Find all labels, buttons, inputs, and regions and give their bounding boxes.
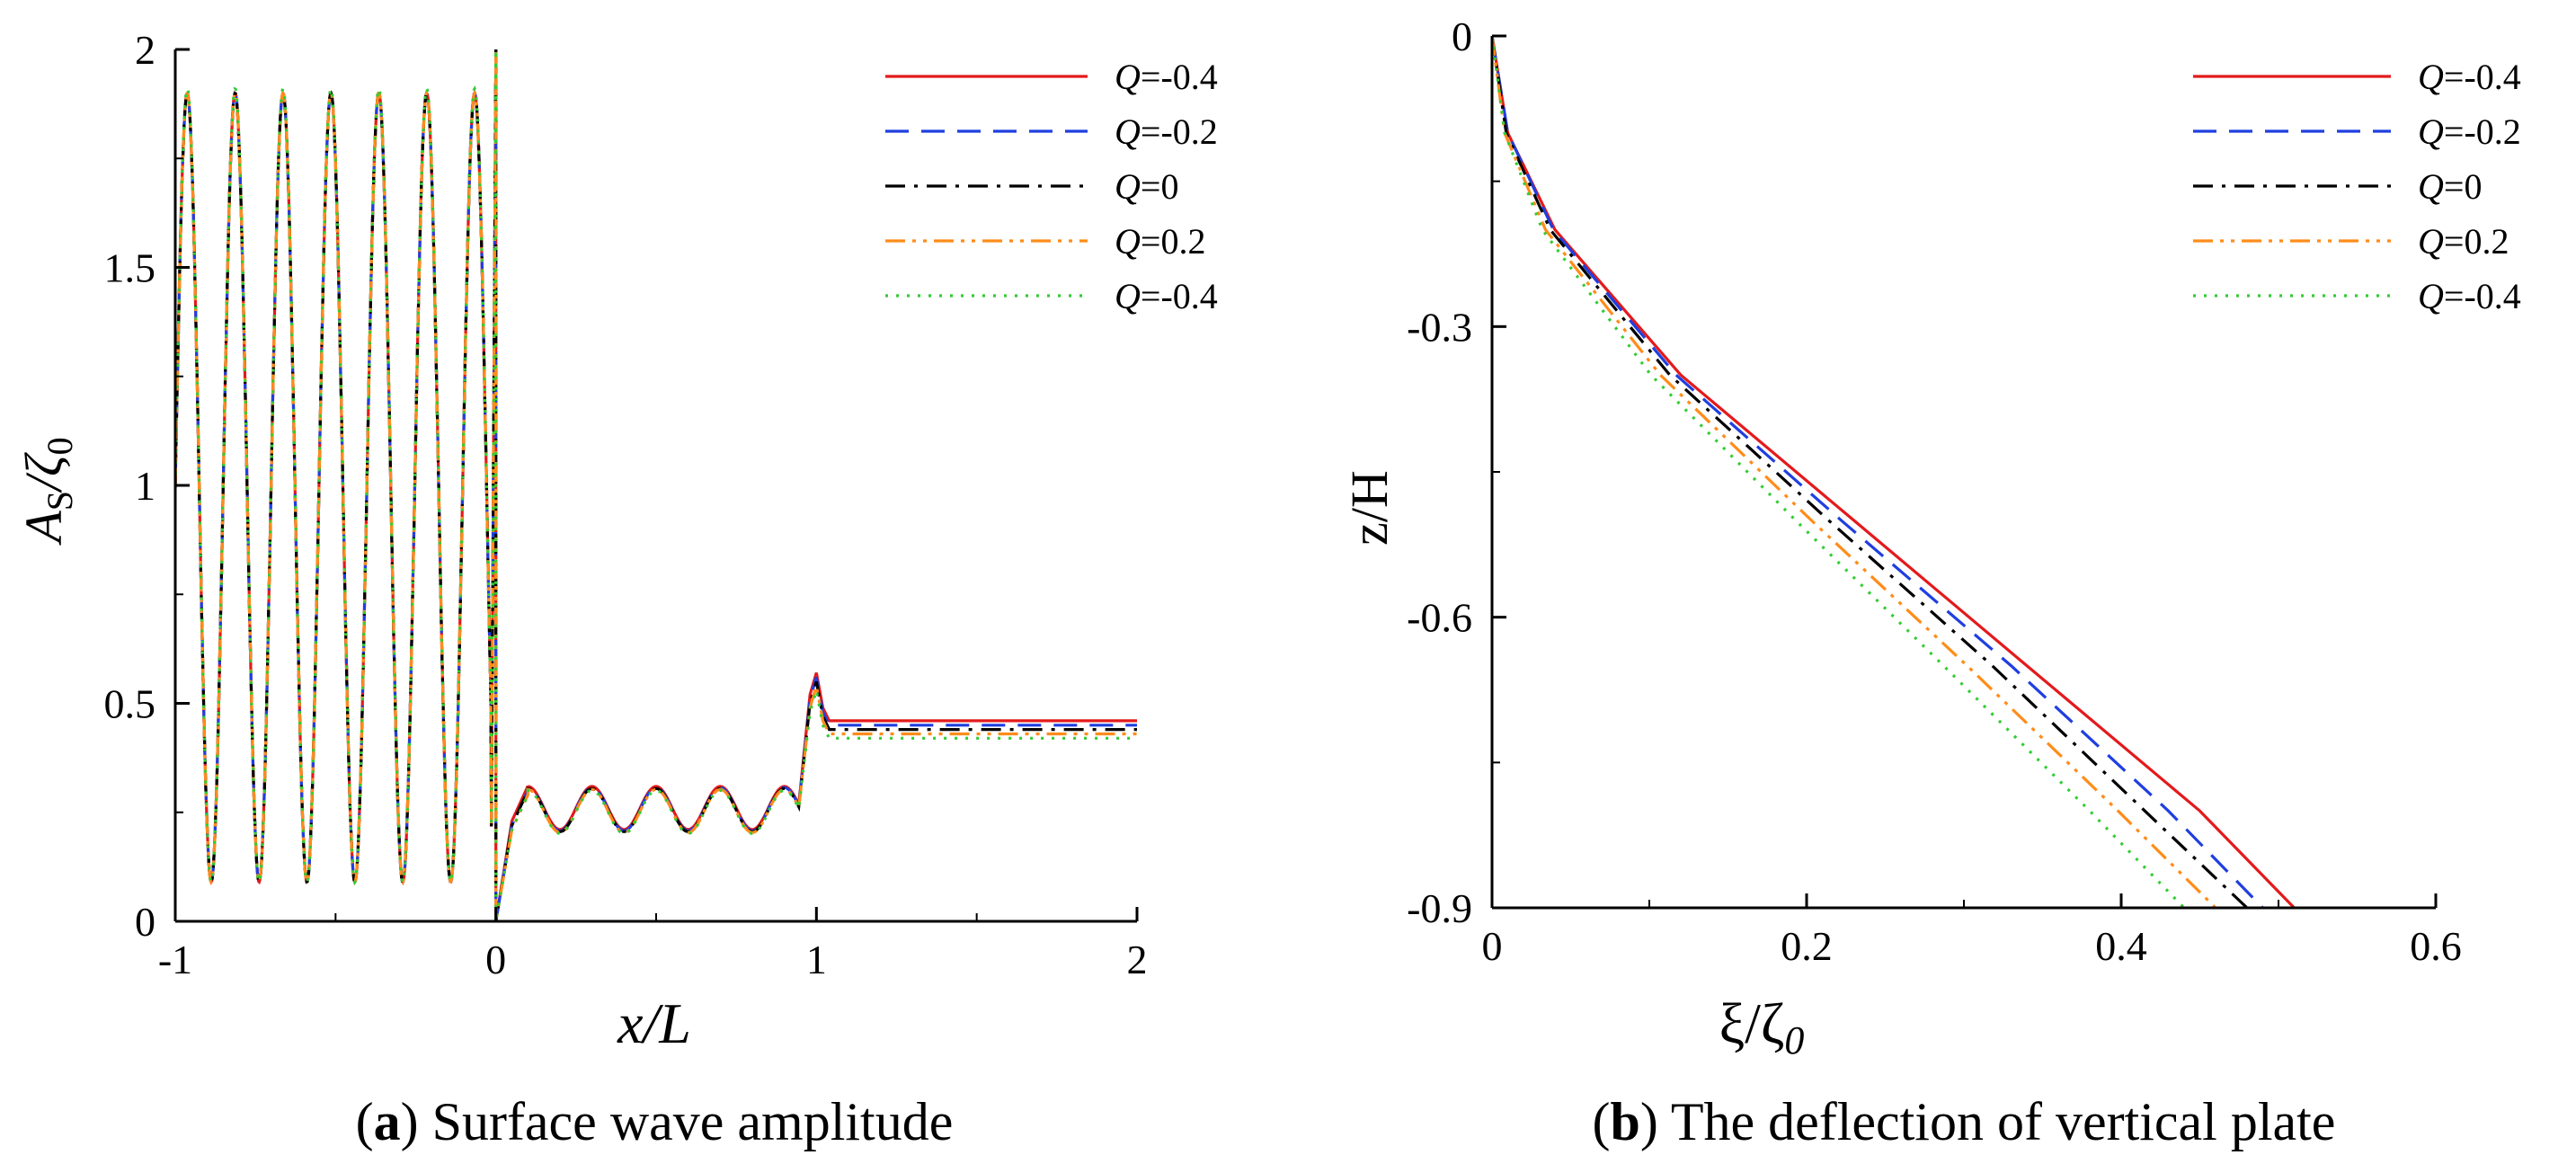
panel-a-legend: Q=-0.4 Q=-0.2 Q=0 Q=0.2 Q=-0.4 [885,57,1218,316]
panel-a-series-line [175,49,1137,921]
panel-b-ytick-label: 0 [1452,13,1472,59]
panel-b-series-line [1492,36,2217,908]
panel-b-ticks: 0 0.2 0.4 0.6 0 -0.3 -0.6 -0.9 [1407,13,2462,969]
panel-b-series-line [1492,36,2296,908]
panel-b-legend-label: Q=-0.4 [2418,276,2521,316]
panel-b-legend: Q=-0.4 Q=-0.2 Q=0 Q=0.2 Q=-0.4 [2193,57,2521,316]
panel-a-legend-label: Q=0.2 [1115,221,1205,262]
panel-a-ytick-label: 0.5 [104,681,156,727]
panel-b-legend-label: Q=0.2 [2418,221,2509,262]
panel-a-series-group [175,49,1137,921]
panel-b-series-line [1492,36,2249,908]
panel-a-ytick-label: 0 [135,899,155,945]
panel-b-xlabel: ξ/ζ0 [1719,991,1805,1062]
panel-b-xtick-label: 0 [1482,923,1503,969]
caption-a: (a) Surface wave amplitude [356,1092,954,1151]
panel-a-chart: -1 0 1 200.511.52 Q=-0.4Q=-0.2Q=0Q=0.2Q=-0.… [14,27,1218,1151]
panel-a-xtick-label: -1 [158,937,192,982]
panel-a-xtick-label: 1 [806,937,827,982]
panel-b-axes [1490,36,2436,910]
panel-a-series-line [175,49,1137,921]
panel-b-ytick-label: -0.6 [1407,595,1472,641]
panel-a-ticks: -1 0 1 200.511.52 [104,27,1148,982]
panel-b-xtick-label: 0.6 [2410,923,2462,969]
panel-b-legend-label: Q=0 [2418,166,2482,207]
panel-a-legend-label: Q=-0.2 [1115,111,1218,152]
caption-b: (b) The deflection of vertical plate [1593,1092,2336,1151]
panel-a-legend-label: Q=-0.4 [1115,57,1218,97]
panel-b-series-line [1492,36,2186,908]
panel-a-xtick-label: 0 [485,937,506,982]
panel-a-legend-label: Q=0 [1115,166,1178,207]
panel-b-chart: 0 0.2 0.4 0.60-0.3-0.6-0.9 Q=-0.4Q=-0.2Q=0Q… [1340,13,2521,1151]
panel-a-legend-label: Q=-0.4 [1115,276,1218,316]
panel-b-ytick-label: -0.9 [1407,885,1472,931]
panel-b-xtick-label: 0.2 [1781,923,1833,969]
panel-b-legend-label: Q=-0.4 [2418,57,2521,97]
panel-a-ytick-label: 1.5 [104,245,156,291]
panel-b-ytick-label: -0.3 [1407,304,1472,350]
panel-a-ylabel: AS/ζ0 [14,437,80,546]
panel-a-ytick-label: 2 [135,27,155,73]
panel-a-ytick-label: 1 [135,463,155,509]
panel-a-xlabel: x/L [617,991,691,1055]
panel-b-xtick-label: 0.4 [2095,923,2147,969]
panel-b-series-line [1492,36,2264,908]
panel-b-ylabel: z/H [1340,470,1399,546]
panel-b-series-group [1492,36,2296,908]
panel-b-legend-label: Q=-0.2 [2418,111,2521,152]
panel-a-xtick-label: 2 [1127,937,1148,982]
